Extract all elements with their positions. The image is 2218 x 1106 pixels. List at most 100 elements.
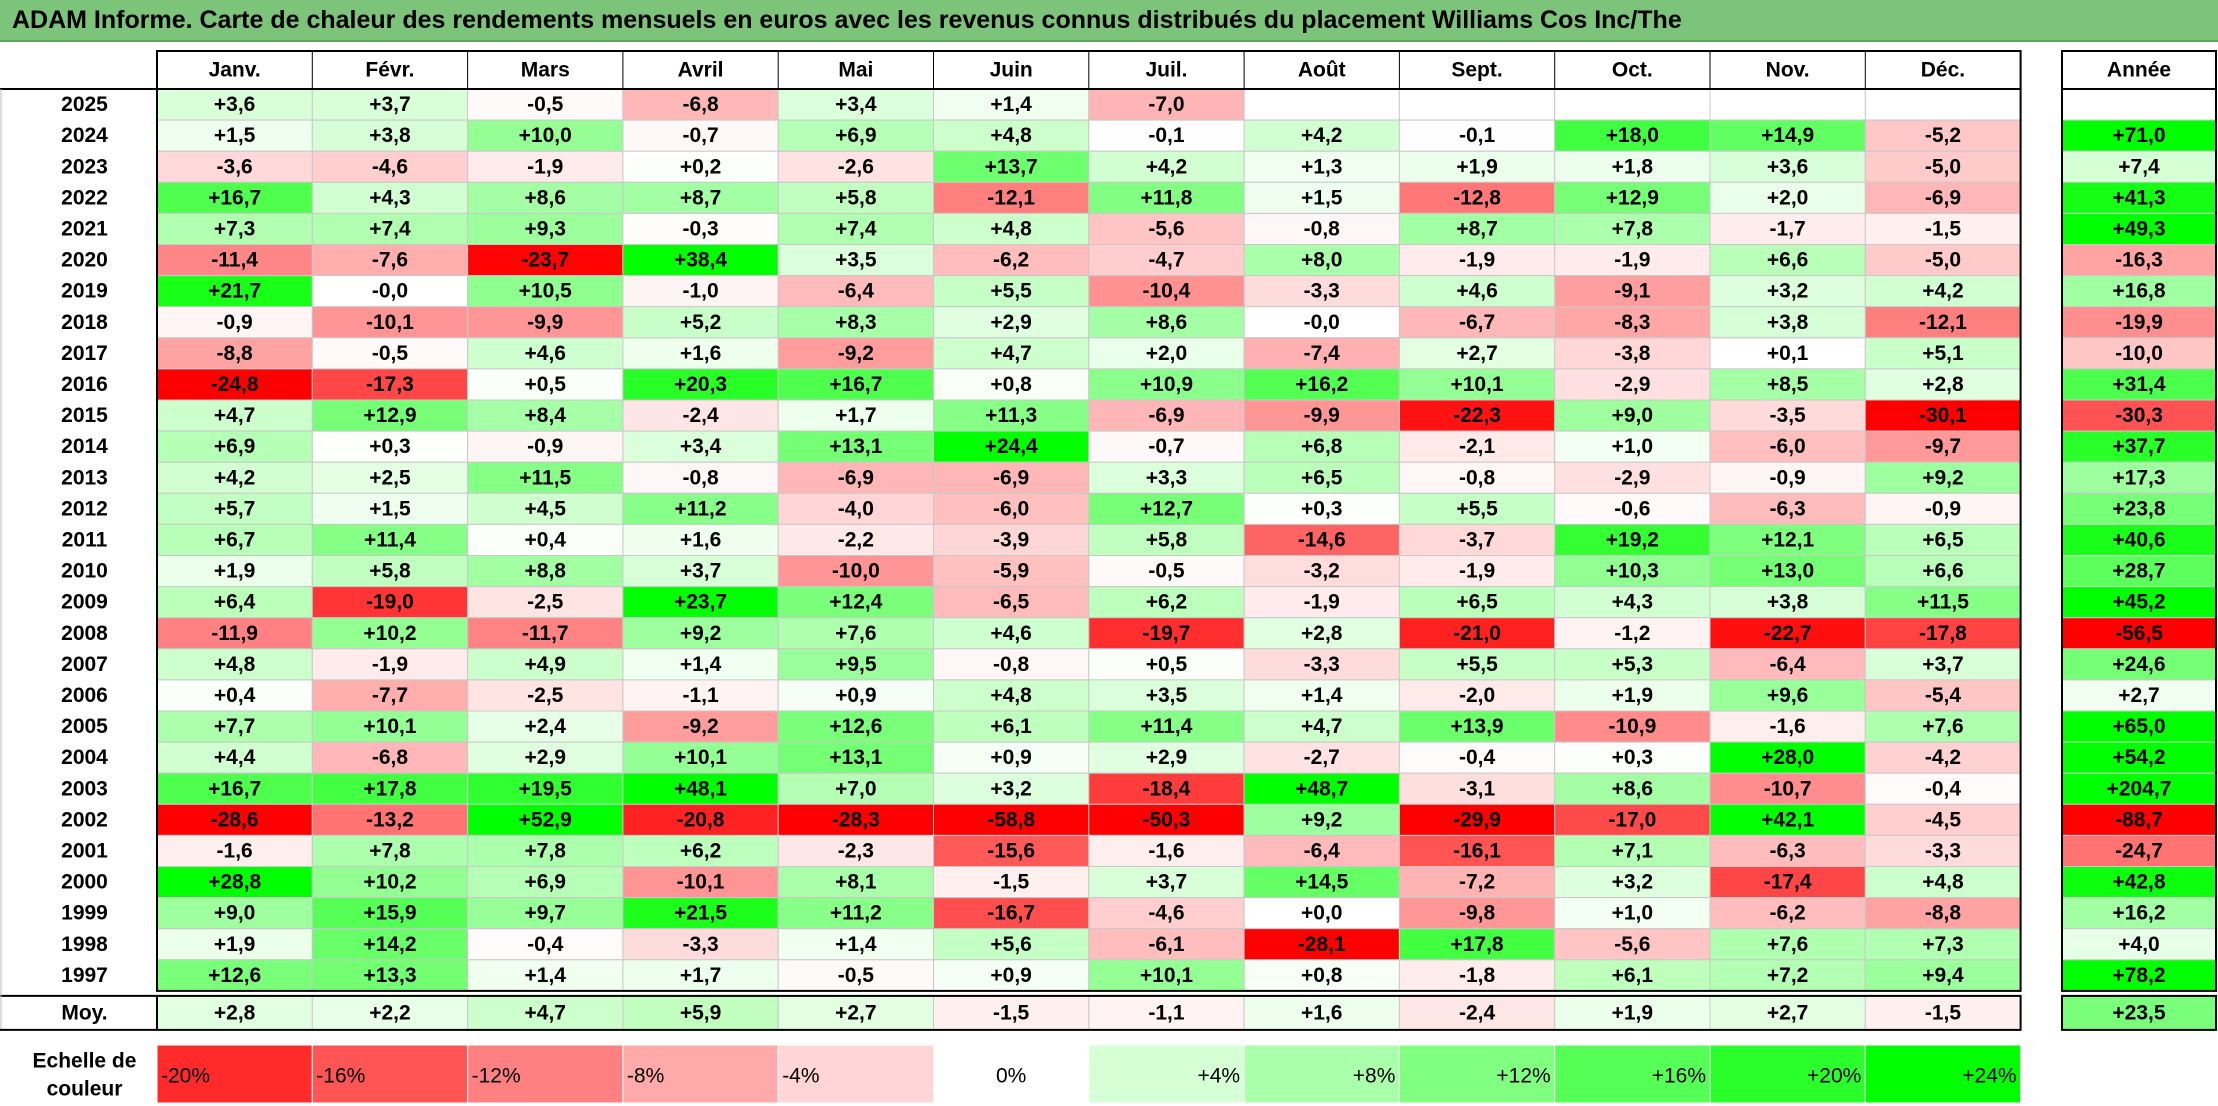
annual-cell-value: +45,2 xyxy=(2112,591,2165,614)
heatmap-cell-value: -7,0 xyxy=(1148,93,1184,116)
heatmap-cell xyxy=(1864,181,2022,214)
heatmap-cell-value: -1,9 xyxy=(1459,560,1495,583)
heatmap-cell xyxy=(1398,119,1556,152)
heatmap-cell xyxy=(1709,648,1866,681)
heatmap-cell xyxy=(1864,306,2022,339)
heatmap-cell-value: +17,8 xyxy=(363,777,416,800)
heatmap-cell-value: -1,8 xyxy=(1459,964,1496,987)
heatmap-cell xyxy=(311,866,469,899)
heatmap-cell-value: -6,4 xyxy=(1770,653,1807,676)
heatmap-cell-value: -6,2 xyxy=(993,249,1029,272)
chart-title: ADAM Informe. Carte de chaleur des rende… xyxy=(12,6,1682,34)
heatmap-cell-value: +6,8 xyxy=(1301,435,1343,458)
heatmap-cell-value: -0,3 xyxy=(682,217,718,240)
heatmap-cell xyxy=(777,928,935,961)
heatmap-cell xyxy=(1554,275,1711,308)
heatmap-cell-value: +12,6 xyxy=(208,964,261,987)
year-label: 2025 xyxy=(61,93,108,116)
heatmap-cell xyxy=(1709,803,1866,836)
heatmap-cell-value: -16,1 xyxy=(1453,839,1501,862)
average-row-border xyxy=(156,994,2022,1031)
heatmap-cell xyxy=(1088,555,1245,588)
heatmap-cell-value: +12,7 xyxy=(1140,497,1193,520)
heatmap-cell-value: +13,9 xyxy=(1450,715,1503,738)
annual-cell-value: -30,3 xyxy=(2115,404,2163,427)
annual-grid-border xyxy=(2061,88,2217,992)
heatmap-cell xyxy=(1243,834,1400,868)
heatmap-cell-value: -17,0 xyxy=(1608,808,1656,831)
heatmap-cell-value: -3,8 xyxy=(1614,342,1651,365)
heatmap-cell-value: -0,9 xyxy=(217,311,253,334)
annual-cell-value: +78,2 xyxy=(2112,964,2165,987)
heatmap-cell-value: +13,0 xyxy=(1761,560,1814,583)
heatmap-cell-value: -6,0 xyxy=(1770,435,1806,458)
heatmap-cell xyxy=(1243,181,1400,214)
heatmap-cell xyxy=(311,679,469,712)
heatmap-cell-value: +1,7 xyxy=(680,964,721,987)
heatmap-cell xyxy=(311,648,469,681)
heatmap-cell-value: +9,2 xyxy=(1301,808,1342,831)
heatmap-cell-value: -17,3 xyxy=(366,373,414,396)
heatmap-cell-value: -4,6 xyxy=(1148,902,1184,925)
heatmap-cell xyxy=(467,492,624,525)
heatmap-cell-value: +2,8 xyxy=(1922,373,1964,396)
heatmap-cell-value: +5,5 xyxy=(1456,653,1498,676)
heatmap-cell-value: +6,5 xyxy=(1922,528,1964,551)
heatmap-cell xyxy=(1398,928,1556,961)
heatmap-cell-value: -10,4 xyxy=(1143,280,1191,303)
heatmap-cell-value: -1,9 xyxy=(1459,249,1495,272)
heatmap-cell xyxy=(1398,430,1556,463)
heatmap-cell xyxy=(156,119,313,152)
heatmap-cell-value: +9,0 xyxy=(1612,404,1653,427)
heatmap-cell xyxy=(311,586,469,619)
heatmap-cell xyxy=(622,959,779,992)
year-label: 2020 xyxy=(61,249,108,272)
heatmap-cell-value: +7,6 xyxy=(1922,715,1963,738)
scale-swatch xyxy=(1709,1044,1866,1104)
heatmap-cell xyxy=(1243,88,1400,121)
heatmap-cell-value: -4,6 xyxy=(372,155,408,178)
heatmap-cell xyxy=(622,492,779,525)
heatmap-cell xyxy=(1398,866,1556,899)
year-label: 2023 xyxy=(61,155,108,178)
heatmap-cell xyxy=(1243,772,1400,805)
heatmap-cell-value: -6,9 xyxy=(993,466,1029,489)
heatmap-cell xyxy=(1709,461,1866,494)
heatmap-cell-value: -1,2 xyxy=(1614,622,1650,645)
heatmap-cell xyxy=(777,119,935,152)
heatmap-cell-value: +6,1 xyxy=(990,715,1032,738)
annual-cell-value: +42,8 xyxy=(2112,871,2165,894)
heatmap-cell xyxy=(933,119,1090,152)
heatmap-cell-value: +11,4 xyxy=(364,528,416,551)
heatmap-cell-value: +5,8 xyxy=(1146,528,1188,551)
heatmap-cell xyxy=(1398,337,1556,370)
heatmap-cell-value: +9,7 xyxy=(525,902,566,925)
scale-step-label: +16% xyxy=(1652,1065,1706,1088)
heatmap-cell xyxy=(1864,492,2022,525)
annual-cell-value: +17,3 xyxy=(2112,466,2165,489)
heatmap-cell-value: -1,7 xyxy=(1770,217,1806,240)
heatmap-cell-value: -28,1 xyxy=(1298,933,1346,956)
heatmap-cell xyxy=(467,772,624,805)
heatmap-cell-value: +7,8 xyxy=(369,839,411,862)
heatmap-cell xyxy=(1398,741,1556,774)
heatmap-cell-value: +8,6 xyxy=(525,186,566,209)
heatmap-cell xyxy=(467,866,624,899)
average-cell-value: +1,9 xyxy=(1612,1001,1653,1024)
annual-cell-value: -88,7 xyxy=(2115,808,2163,831)
annual-cell-value: -19,9 xyxy=(2115,311,2163,334)
heatmap-cell-value: -12,1 xyxy=(987,186,1035,209)
heatmap-cell-value: -9,1 xyxy=(1614,280,1651,303)
average-cell-value: +5,9 xyxy=(680,1001,721,1024)
heatmap-cell xyxy=(933,181,1090,214)
heatmap-cell-value: -9,8 xyxy=(1459,902,1496,925)
heatmap-cell xyxy=(933,866,1090,899)
heatmap-cell xyxy=(1554,834,1711,868)
heatmap-cell-value: -2,5 xyxy=(527,684,564,707)
annual-header-cell xyxy=(2061,50,2217,90)
heatmap-cell xyxy=(1554,181,1711,214)
average-cell xyxy=(1864,995,2022,1031)
heatmap-cell xyxy=(1088,430,1245,463)
heatmap-cell-value: +4,6 xyxy=(525,342,566,365)
heatmap-cell xyxy=(1864,337,2022,370)
